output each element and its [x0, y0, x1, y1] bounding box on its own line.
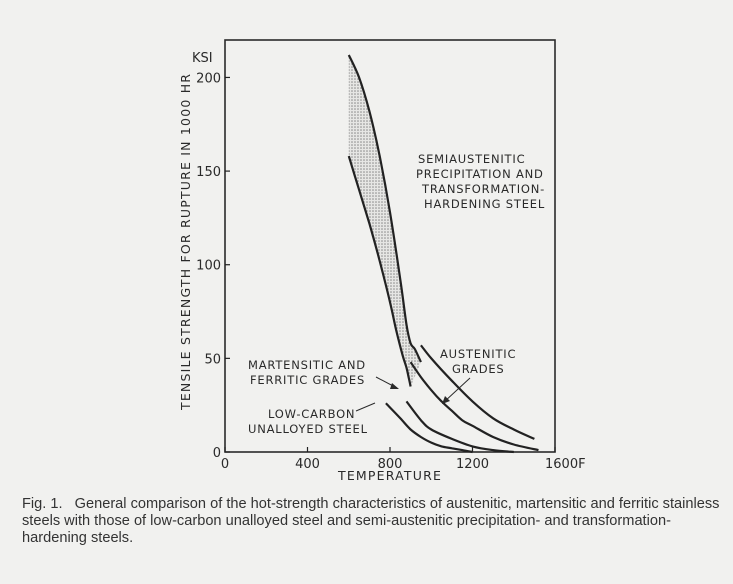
martensitic-ferritic-curve: [409, 361, 539, 452]
x-tick-label: 1200: [456, 457, 489, 472]
annotation-semiaustenitic: SEMIAUSTENITIC PRECIPITATION AND TRANSFO…: [416, 152, 550, 211]
annotation-lowcarbon: LOW-CARBON UNALLOYED STEEL: [248, 407, 368, 436]
annotation-semiaustenitic-line: TRANSFORMATION-: [421, 182, 545, 196]
austenitic-curve: [420, 344, 535, 440]
x-tick-label: 0: [221, 457, 229, 472]
annotation-lowcarbon-line: UNALLOYED STEEL: [248, 422, 368, 436]
leader-austenitic: [443, 377, 471, 403]
y-tick-label: 0: [213, 446, 221, 461]
figure-caption: Fig. 1. General comparison of the hot-st…: [22, 496, 722, 547]
martensitic-ferritic-curve: [405, 400, 514, 454]
x-tick-label: 400: [295, 457, 320, 472]
y-tick-label: 150: [196, 165, 221, 180]
figure-caption-text: General comparison of the hot-strength c…: [22, 496, 720, 546]
annotation-martensitic: MARTENSITIC AND FERRITIC GRADES: [248, 358, 370, 387]
annotation-austenitic: AUSTENITIC GRADES: [440, 347, 521, 376]
y-tick-label: 50: [204, 352, 221, 367]
y-axis-title: TENSILE STRENGTH FOR RUPTURE IN 1000 HR: [178, 73, 193, 411]
leader-lowcarbon: [355, 402, 376, 412]
leader-austenitic-arrow: [442, 396, 450, 404]
semiaustenitic-band-fill: [348, 55, 421, 387]
annotation-semiaustenitic-line: SEMIAUSTENITIC: [418, 152, 525, 166]
x-axis-title: TEMPERATURE: [337, 468, 442, 483]
annotation-austenitic-line: GRADES: [452, 362, 505, 376]
annotation-semiaustenitic-line: PRECIPITATION AND: [416, 167, 544, 181]
leader-martensitic-arrow: [390, 383, 399, 389]
y-unit-label: KSI: [192, 51, 213, 66]
y-tick-label: 100: [196, 259, 221, 274]
annotation-martensitic-line: MARTENSITIC AND: [248, 358, 366, 372]
semiaustenitic-lower-curve: [347, 155, 412, 387]
semiaustenitic-upper-curve: [347, 54, 422, 363]
figure-label: Fig. 1.: [22, 496, 63, 512]
x-tick-label: 800: [378, 457, 403, 472]
annotation-martensitic-line: FERRITIC GRADES: [250, 373, 365, 387]
chart: 0 400 800 1200 1600F 0 50 100 150 200 KSI TENSILE…: [178, 39, 586, 483]
low-carbon-curve: [385, 402, 473, 454]
y-tick-label: 200: [196, 71, 221, 86]
annotation-austenitic-line: AUSTENITIC: [440, 347, 516, 361]
x-tick-label: 1600F: [545, 457, 586, 472]
annotation-semiaustenitic-line: HARDENING STEEL: [424, 197, 545, 211]
annotation-lowcarbon-line: LOW-CARBON: [268, 407, 355, 421]
